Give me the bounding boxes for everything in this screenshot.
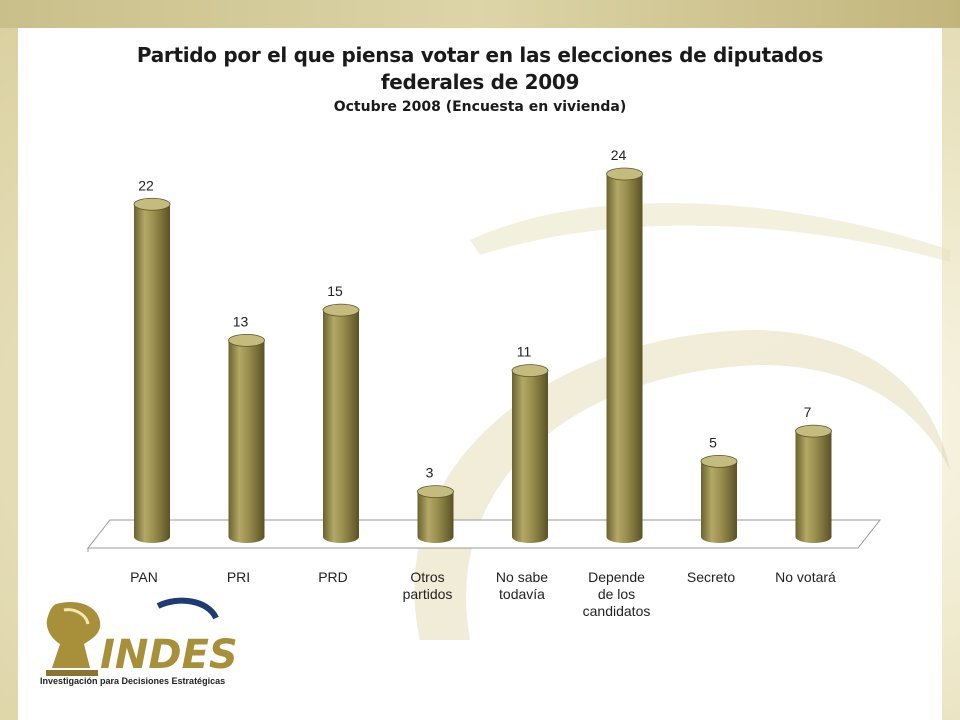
category-label: PRD [318,569,348,585]
bar-cap [511,364,549,378]
slide-panel [18,28,942,720]
bar-body [795,431,832,543]
value-label: 13 [233,313,249,329]
category-label: Otros partidos [403,569,453,602]
value-label: 24 [611,147,627,163]
bar-cap [322,303,360,317]
bar-cap [606,167,643,181]
bar-cap [417,485,454,499]
category-labels: PAN PRI PRD Otros partidos No sabe todavía Depe… [130,569,836,619]
bar-body [417,491,454,543]
top-band [0,0,960,28]
logo-tagline: Investigación para Decisiones Estratégic… [40,676,226,686]
bar-body [606,174,643,543]
category-label: Depende de los candidatos [583,569,651,619]
category-label: PAN [130,569,158,585]
bar-body [134,204,170,543]
bar [133,197,171,543]
bar [606,167,643,543]
category-label: PRI [227,569,250,585]
category-label: No votará [775,569,836,585]
bar-cap [700,454,738,468]
bar [700,454,738,543]
bar [795,424,832,543]
bar-cap [795,424,832,438]
bar [228,333,265,543]
background-swoosh [414,202,950,640]
category-label: Secreto [687,569,735,585]
value-label: 15 [327,283,343,299]
bar-body [228,340,265,543]
category-label: No sabe todavía [496,569,548,602]
value-label: 3 [426,465,434,481]
value-label: 5 [709,434,717,450]
chart-subtitle: Octubre 2008 (Encuesta en vivienda) [333,99,627,115]
bar-body [512,370,548,543]
chart-floor [86,519,882,552]
bar [417,485,454,543]
value-label: 11 [517,344,532,360]
bar [322,303,360,543]
bar-body [323,310,359,543]
bar-body [701,461,737,543]
logo-wordmark: INDES [100,632,238,678]
bars-group [133,167,832,543]
value-labels: 22 13 15 3 11 24 5 7 [138,147,811,481]
bar-cap [133,197,171,211]
value-label: 22 [138,177,154,193]
chart-title: Partido por el que piensa votar en las e… [136,43,824,94]
value-label: 7 [804,404,812,420]
bar [511,364,549,543]
indes-logo: INDES [46,597,238,678]
bar-cap [228,333,265,347]
title-block: Partido por el que piensa votar en las e… [0,42,960,115]
